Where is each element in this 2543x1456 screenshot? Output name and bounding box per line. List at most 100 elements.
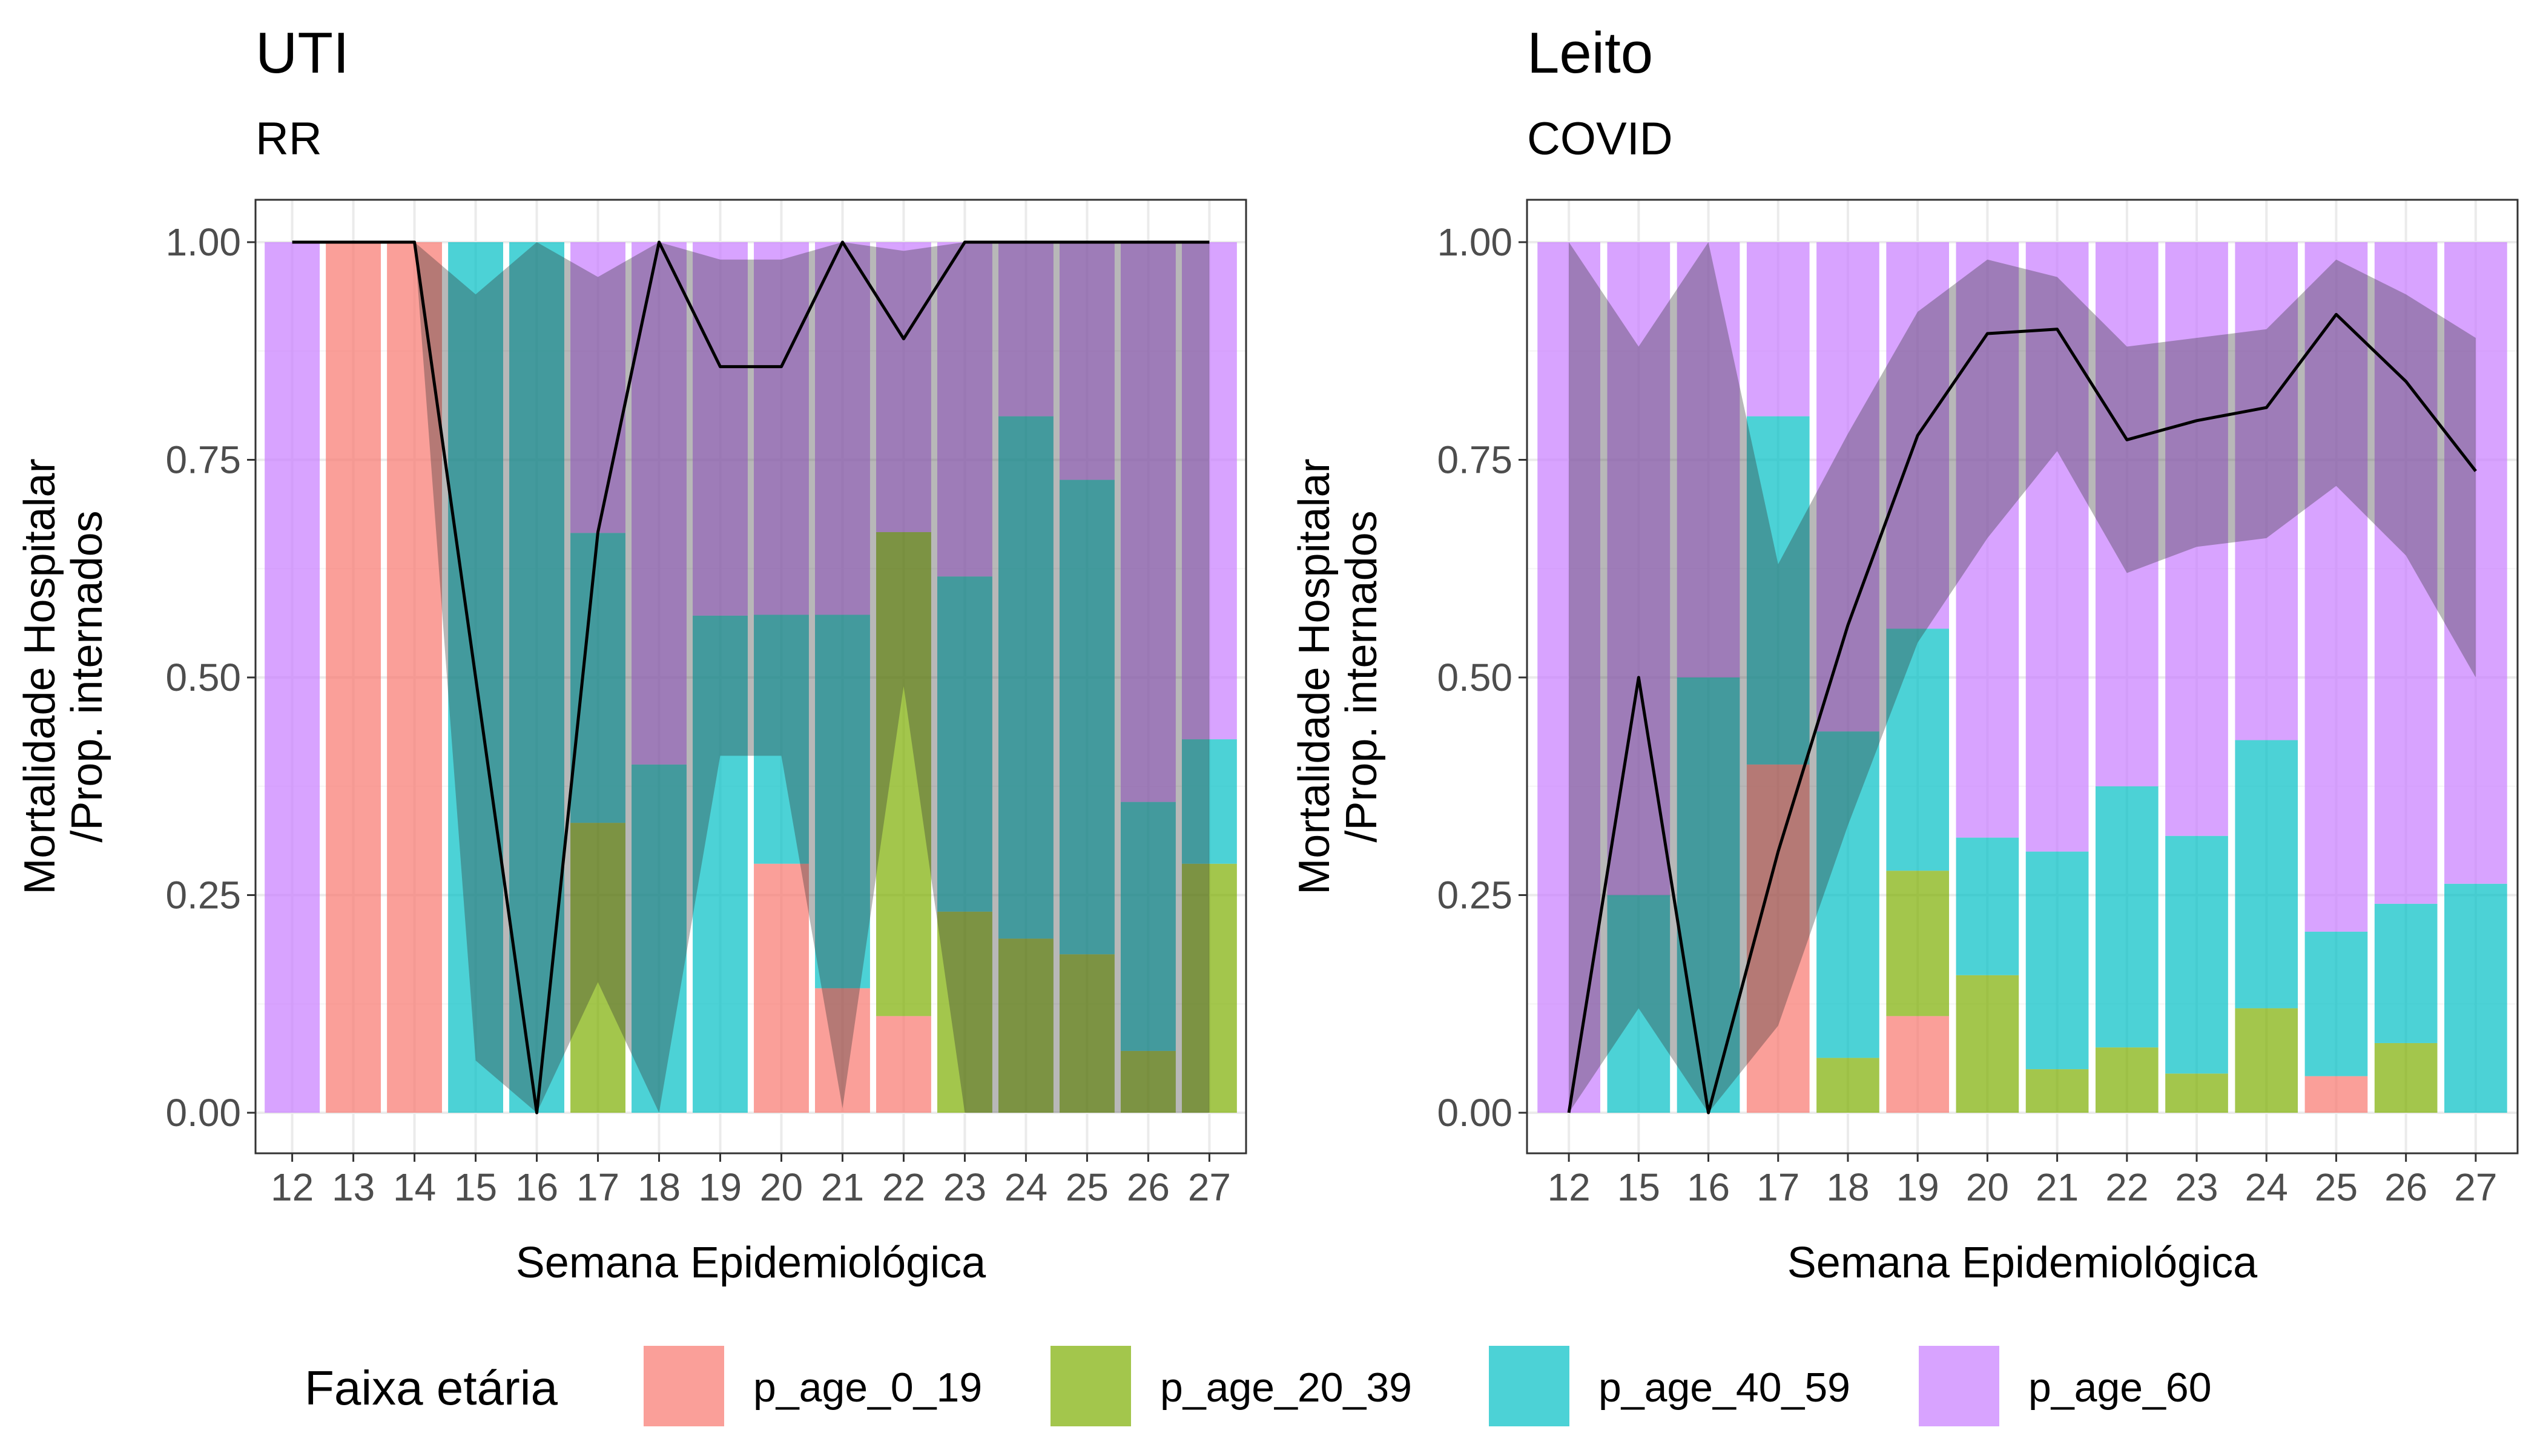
bar-p_age_60 bbox=[1120, 242, 1176, 802]
bar-p_age_40_59 bbox=[1181, 739, 1237, 864]
y-axis: 0.00 0.25 0.50 0.75 1.00 bbox=[1437, 220, 1527, 1135]
x-tick-label: 23 bbox=[2175, 1165, 2218, 1209]
panel-1: 0.00 0.25 0.50 0.75 1.00 12 13 14 15 16 17 18 19 20 21… bbox=[16, 21, 1247, 1287]
bar-p_age_40_59 bbox=[937, 576, 992, 912]
bar-p_age_40_59 bbox=[1816, 731, 1879, 1058]
x-tick-label: 20 bbox=[760, 1165, 803, 1209]
bar-p_age_40_59 bbox=[2235, 740, 2298, 1009]
x-tick-label: 12 bbox=[271, 1165, 314, 1209]
y-tick-label: 0.00 bbox=[1437, 1091, 1512, 1135]
y-axis-title: /Prop. internados bbox=[1337, 510, 1386, 842]
bar-p_age_0_19 bbox=[326, 242, 381, 1113]
bar-p_age_20_39 bbox=[937, 911, 992, 1113]
y-axis-title: Mortalidade Hospitalar bbox=[16, 458, 64, 894]
x-tick-label: 25 bbox=[1066, 1165, 1109, 1209]
panel-title: Leito bbox=[1527, 21, 1653, 85]
bar-p_age_20_39 bbox=[998, 938, 1054, 1113]
y-tick-label: 0.25 bbox=[165, 874, 241, 917]
bar-p_age_60 bbox=[1607, 242, 1671, 895]
panel-subtitle: COVID bbox=[1527, 113, 1673, 165]
bar-p_age_40_59 bbox=[2374, 903, 2438, 1043]
bar-p_age_20_39 bbox=[2374, 1043, 2438, 1113]
y-axis: 0.00 0.25 0.50 0.75 1.00 bbox=[165, 220, 256, 1135]
bar-p_age_60 bbox=[2025, 242, 2089, 852]
legend-item-p_age_20_39: p_age_20_39 bbox=[1051, 1346, 1412, 1426]
bar-p_age_40_59 bbox=[1059, 479, 1115, 955]
bars bbox=[1537, 242, 2507, 1113]
bar-p_age_60 bbox=[2095, 242, 2159, 786]
x-tick-label: 26 bbox=[2384, 1165, 2427, 1209]
bar-p_age_60 bbox=[1059, 242, 1115, 480]
bar-p_age_40_59 bbox=[2304, 931, 2368, 1076]
x-tick-label: 25 bbox=[2315, 1165, 2358, 1209]
bar-p_age_60 bbox=[998, 242, 1054, 417]
x-tick-label: 17 bbox=[576, 1165, 619, 1209]
x-tick-label: 22 bbox=[882, 1165, 925, 1209]
bar-p_age_60 bbox=[1537, 242, 1600, 1113]
legend-item-p_age_40_59: p_age_40_59 bbox=[1489, 1346, 1850, 1426]
bar-p_age_20_39 bbox=[1120, 1050, 1176, 1113]
bar-p_age_20_39 bbox=[1956, 975, 2019, 1113]
legend-label: p_age_40_59 bbox=[1598, 1365, 1850, 1411]
legend-key bbox=[1489, 1346, 1569, 1426]
x-axis-title: Semana Epidemiológica bbox=[1787, 1239, 2258, 1287]
y-tick-label: 0.75 bbox=[165, 438, 241, 482]
bar-p_age_40_59 bbox=[754, 614, 809, 864]
bar-p_age_40_59 bbox=[815, 614, 870, 989]
x-tick-label: 24 bbox=[2245, 1165, 2288, 1209]
bar-p_age_60 bbox=[876, 242, 931, 532]
bar-p_age_0_19 bbox=[1886, 1016, 1950, 1113]
bar-p_age_0_19 bbox=[754, 863, 809, 1113]
x-tick-label: 23 bbox=[943, 1165, 986, 1209]
panel-2: 0.00 0.25 0.50 0.75 1.00 12 15 16 17 18 19 20 21 22 23… bbox=[1290, 21, 2519, 1287]
x-tick-label: 21 bbox=[2036, 1165, 2079, 1209]
bar-p_age_20_39 bbox=[570, 823, 625, 1113]
bar-p_age_40_59 bbox=[693, 615, 748, 1113]
bar-p_age_60 bbox=[1956, 242, 2019, 838]
legend-item-p_age_60: p_age_60 bbox=[1919, 1346, 2212, 1426]
x-tick-label: 15 bbox=[1617, 1165, 1660, 1209]
bar-p_age_20_39 bbox=[2235, 1008, 2298, 1113]
bar-p_age_40_59 bbox=[2025, 851, 2089, 1070]
bar-p_age_60 bbox=[815, 242, 870, 615]
bar-p_age_0_19 bbox=[387, 242, 443, 1113]
bar-p_age_40_59 bbox=[2095, 786, 2159, 1048]
x-tick-label: 22 bbox=[2105, 1165, 2148, 1209]
legend-title: Faixa etária bbox=[305, 1361, 558, 1415]
bar-p_age_20_39 bbox=[1059, 954, 1115, 1113]
bar-p_age_20_39 bbox=[876, 532, 931, 1016]
bar-p_age_0_19 bbox=[2304, 1076, 2368, 1113]
x-tick-label: 21 bbox=[821, 1165, 864, 1209]
bar-p_age_40_59 bbox=[1956, 837, 2019, 975]
x-tick-label: 26 bbox=[1127, 1165, 1170, 1209]
x-tick-label: 13 bbox=[332, 1165, 375, 1209]
x-axis: 12 15 16 17 18 19 20 21 22 23 24 25 26 27 bbox=[1548, 1153, 2497, 1209]
legend-item-p_age_0_19: p_age_0_19 bbox=[644, 1346, 982, 1426]
bar-p_age_20_39 bbox=[1886, 871, 1950, 1016]
mortality-line bbox=[1567, 312, 2477, 1115]
y-axis-title: /Prop. internados bbox=[63, 510, 111, 842]
bar-p_age_40_59 bbox=[2165, 835, 2228, 1074]
bar-p_age_40_59 bbox=[1607, 895, 1671, 1113]
bar-p_age_60 bbox=[2444, 242, 2507, 884]
x-tick-label: 15 bbox=[454, 1165, 497, 1209]
bar-p_age_60 bbox=[265, 242, 320, 1113]
bar-p_age_40_59 bbox=[2444, 883, 2507, 1113]
bar-p_age_40_59 bbox=[509, 242, 564, 1113]
bar-p_age_20_39 bbox=[2095, 1047, 2159, 1113]
y-axis-title: Mortalidade Hospitalar bbox=[1290, 458, 1339, 894]
y-tick-label: 1.00 bbox=[165, 220, 241, 264]
x-tick-label: 12 bbox=[1548, 1165, 1591, 1209]
legend-label: p_age_0_19 bbox=[753, 1365, 982, 1411]
x-tick-label: 17 bbox=[1756, 1165, 1799, 1209]
x-tick-label: 18 bbox=[638, 1165, 681, 1209]
bar-p_age_0_19 bbox=[876, 1016, 931, 1113]
y-tick-label: 0.00 bbox=[165, 1091, 241, 1135]
x-tick-label: 24 bbox=[1004, 1165, 1047, 1209]
legend-key bbox=[644, 1346, 724, 1426]
bar-p_age_20_39 bbox=[2025, 1069, 2089, 1113]
legend-label: p_age_20_39 bbox=[1160, 1365, 1412, 1411]
y-tick-label: 1.00 bbox=[1437, 220, 1512, 264]
